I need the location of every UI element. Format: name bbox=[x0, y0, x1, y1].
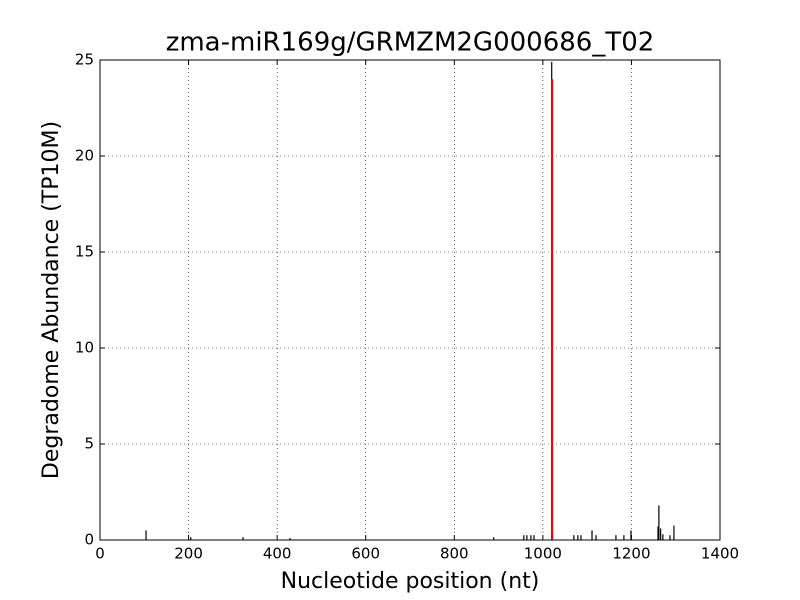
y-tick-label: 10 bbox=[75, 339, 94, 357]
y-tick-label: 5 bbox=[84, 435, 94, 453]
x-tick-label: 0 bbox=[95, 545, 105, 563]
x-tick-label: 200 bbox=[174, 545, 203, 563]
y-tick-label: 15 bbox=[75, 243, 94, 261]
y-tick-label: 25 bbox=[75, 51, 94, 69]
plot-frame bbox=[99, 59, 721, 541]
x-tick-label: 1000 bbox=[524, 545, 562, 563]
y-tick-label: 20 bbox=[75, 147, 94, 165]
x-tick-label: 400 bbox=[263, 545, 292, 563]
x-tick-label: 1200 bbox=[612, 545, 650, 563]
x-tick-label: 1400 bbox=[701, 545, 739, 563]
y-tick-label: 0 bbox=[84, 531, 94, 549]
y-axis-label: Degradome Abundance (TP10M) bbox=[39, 121, 64, 479]
x-tick-label: 800 bbox=[440, 545, 469, 563]
chart-title: zma-miR169g/GRMZM2G000686_T02 bbox=[166, 28, 655, 58]
x-axis-label: Nucleotide position (nt) bbox=[281, 569, 540, 594]
x-tick-label: 600 bbox=[351, 545, 380, 563]
